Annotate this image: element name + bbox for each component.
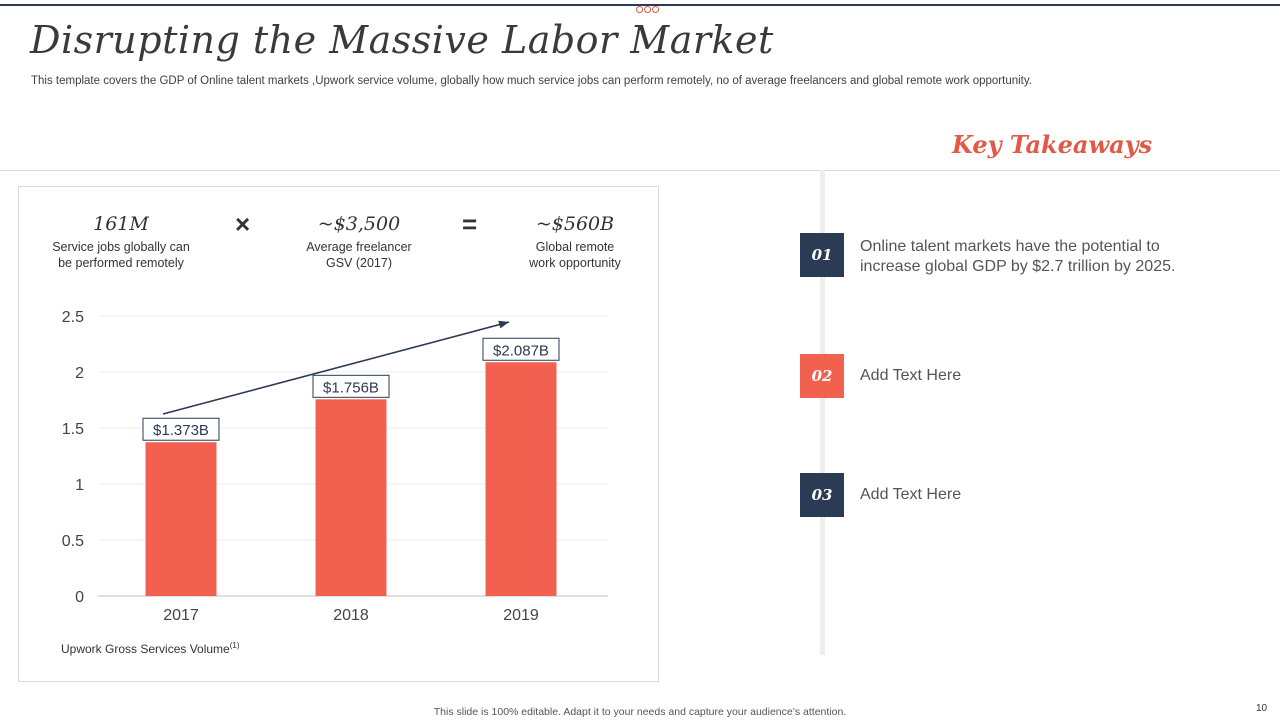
bar-2017 — [145, 442, 217, 596]
top-ornament — [636, 0, 662, 13]
takeaway-badge-03: 03 — [800, 473, 844, 517]
metric-label: Service jobs globally can be performed r… — [41, 239, 201, 271]
metric-value: 161M — [93, 213, 149, 235]
metric-label-line: work opportunity — [529, 256, 621, 270]
y-tick-label: 2 — [75, 365, 84, 382]
x-tick-label: 2019 — [503, 607, 539, 624]
equals-operator: = — [462, 209, 478, 239]
data-label: $1.756B — [323, 379, 379, 396]
metric-value: ~$560B — [535, 213, 615, 235]
page-title: Disrupting the Massive Labor Market — [30, 18, 774, 62]
y-axis-ticks: 0 0.5 1 1.5 2 2.5 — [62, 309, 84, 606]
takeaway-text-01: Online talent markets have the potential… — [860, 238, 1176, 275]
takeaway-text-02: Add Text Here — [860, 367, 962, 384]
data-label-box — [312, 374, 390, 398]
page-number: 10 — [1256, 703, 1268, 714]
takeaway-badge-02: 02 — [800, 354, 844, 398]
y-tick-label: 2.5 — [62, 309, 84, 326]
y-tick-label: 0.5 — [62, 533, 84, 550]
trend-arrow — [162, 320, 510, 415]
data-label: $2.087B — [493, 342, 549, 359]
metric-freelancer-gsv: ~$3,500 Average freelancer GSV (2017) — [279, 213, 439, 271]
takeaway-text-03: Add Text Here — [860, 486, 962, 503]
top-rule — [0, 4, 1280, 6]
y-tick-label: 0 — [75, 589, 84, 606]
takeaways-title: Key Takeaways — [952, 130, 1153, 159]
y-tick-label: 1 — [75, 477, 84, 494]
chart-x-label: Upwork Gross Services Volume(1) — [61, 641, 240, 656]
y-tick-label: 1.5 — [62, 421, 84, 438]
x-axis-ticks: 2017 2018 2019 — [163, 607, 539, 624]
metric-label: Global remote work opportunity — [495, 239, 655, 271]
chart-data-labels: $1.373B $1.756B $2.087B — [142, 337, 560, 441]
data-label-box — [142, 417, 220, 441]
chart-x-label-text: Upwork Gross Services Volume — [61, 642, 230, 656]
trend-arrow-head — [498, 320, 509, 329]
section-divider — [0, 170, 1280, 171]
takeaway-badge-01: 01 — [800, 233, 844, 277]
chart-x-label-footnote: (1) — [229, 641, 240, 650]
metric-label-line: GSV (2017) — [325, 256, 392, 270]
slide-footer: This slide is 100% editable. Adapt it to… — [433, 706, 847, 718]
bar-2019 — [485, 362, 557, 596]
page-subtitle: This template covers the GDP of Online t… — [31, 75, 1032, 87]
metric-value: ~$3,500 — [317, 213, 401, 235]
metric-label-line: Service jobs globally can — [52, 240, 190, 254]
multiply-operator: × — [235, 209, 251, 239]
takeaways-timeline-bar — [820, 170, 825, 655]
trend-arrow-line — [162, 321, 510, 415]
metric-service-jobs: 161M Service jobs globally can be perfor… — [41, 213, 201, 271]
data-label-box — [482, 337, 560, 361]
x-tick-label: 2018 — [333, 607, 369, 624]
x-tick-label: 2017 — [163, 607, 199, 624]
metric-label-line: Global remote — [535, 240, 615, 254]
bar-2018 — [315, 399, 387, 596]
metric-label: Average freelancer GSV (2017) — [279, 239, 439, 271]
metric-label-line: Average freelancer — [306, 240, 412, 254]
metric-label-line: be performed remotely — [58, 256, 184, 270]
data-label: $1.373B — [153, 422, 209, 439]
chart-bars — [145, 362, 557, 596]
metric-remote-opportunity: ~$560B Global remote work opportunity — [495, 213, 655, 271]
